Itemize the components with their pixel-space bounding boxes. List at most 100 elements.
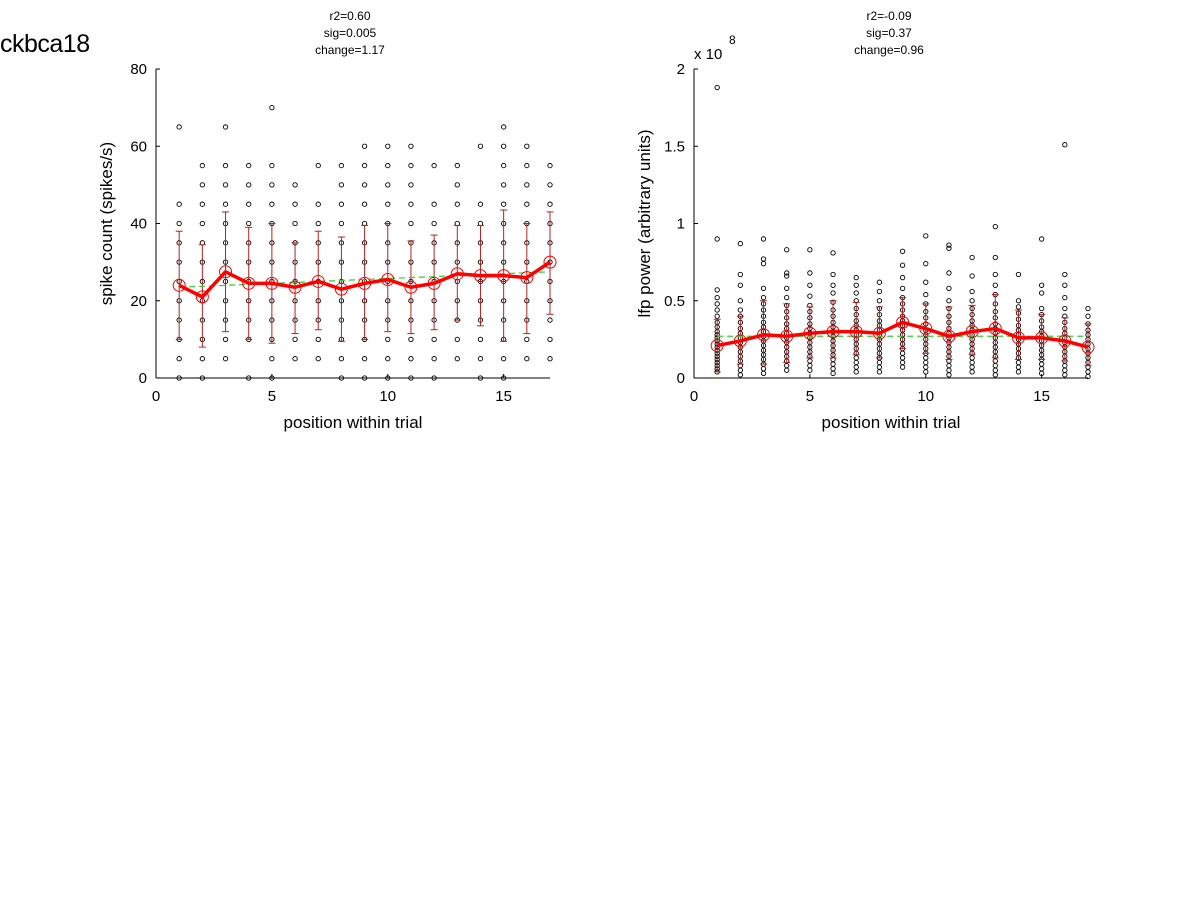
data-point [714, 295, 720, 301]
data-point [269, 201, 275, 207]
data-point [969, 359, 975, 366]
data-point [969, 254, 975, 261]
data-point [876, 288, 883, 295]
data-point [992, 372, 998, 378]
x-axis-label: position within trial [284, 413, 423, 432]
data-point [899, 359, 906, 366]
data-point [246, 201, 252, 207]
y-axis-label: lfp power (arbitrary units) [635, 129, 654, 317]
data-point [176, 124, 182, 130]
data-point [199, 182, 206, 188]
data-point [500, 201, 507, 207]
data-point [1062, 142, 1068, 148]
data-point [500, 375, 507, 381]
data-point [477, 201, 484, 207]
data-point [547, 336, 553, 343]
data-point [477, 336, 484, 343]
y-tick-label: 0 [677, 370, 685, 387]
x-axis-label: position within trial [822, 413, 961, 432]
data-point [830, 366, 836, 372]
x-tick-label: 5 [268, 388, 276, 405]
data-point [760, 256, 767, 262]
data-point [269, 356, 275, 362]
data-point [524, 336, 530, 343]
data-point [760, 366, 767, 372]
data-point [784, 367, 790, 373]
data-point [737, 240, 744, 247]
data-point [923, 359, 929, 366]
data-point [969, 273, 975, 279]
mean-marker [942, 329, 956, 343]
data-point [1062, 362, 1068, 369]
data-point [946, 245, 952, 251]
y-tick-label: 1 [677, 216, 685, 233]
mean-line [178, 260, 551, 299]
data-point [408, 375, 414, 381]
data-point [361, 182, 368, 188]
data-point [246, 375, 252, 381]
axis-exponent-label: x 10 [694, 46, 722, 63]
data-point [899, 285, 906, 292]
data-point [1015, 298, 1022, 304]
data-point [923, 364, 929, 370]
mean-marker [288, 280, 302, 294]
data-point [547, 201, 553, 207]
data-point [923, 369, 929, 375]
stats-header: r2=0.60 sig=0.005 change=1.17 [315, 9, 385, 57]
data-point [899, 248, 906, 254]
mean-marker [733, 334, 747, 348]
data-point [992, 282, 998, 288]
mean-marker [710, 339, 724, 353]
data-point [454, 356, 460, 362]
data-point [477, 356, 484, 362]
data-point [830, 271, 836, 278]
data-point [361, 162, 368, 169]
data-point [807, 270, 813, 276]
y-tick-label: 0.5 [664, 293, 685, 310]
mean-marker [1081, 340, 1095, 354]
data-point [946, 372, 952, 378]
data-point [1015, 364, 1022, 370]
x-tick-label: 0 [152, 388, 160, 405]
data-point [899, 274, 906, 281]
data-point [714, 236, 720, 242]
error-bars [175, 209, 554, 348]
data-point [338, 162, 345, 169]
data-point [807, 282, 813, 288]
data-point [408, 356, 414, 362]
data-point [807, 358, 813, 364]
data-point [199, 162, 206, 169]
data-point [269, 162, 275, 169]
data-point [292, 356, 298, 362]
mean-marker [265, 276, 279, 290]
data-point [784, 285, 790, 292]
data-point [946, 298, 952, 304]
y-tick-label: 80 [130, 61, 147, 78]
data-point [269, 182, 275, 188]
data-point [923, 291, 929, 298]
mean-marker [849, 325, 863, 339]
mean-marker [497, 269, 511, 283]
mean-marker [780, 329, 794, 343]
data-point [876, 364, 883, 370]
data-point [269, 375, 275, 381]
data-point [760, 236, 767, 242]
data-point [969, 364, 975, 370]
data-point [524, 143, 530, 149]
stats-line: sig=0.005 [324, 26, 377, 40]
data-point [1038, 305, 1045, 312]
data-point [547, 182, 553, 188]
mean-marker [1035, 331, 1049, 345]
data-point [969, 369, 975, 375]
data-point [737, 367, 744, 373]
data-point [246, 182, 252, 188]
data-point [1015, 304, 1022, 310]
data-point [737, 307, 744, 313]
data-point [524, 162, 530, 169]
x-tick-label: 15 [495, 388, 512, 405]
data-point [1038, 361, 1045, 367]
data-point [714, 313, 720, 319]
data-point [176, 201, 182, 207]
y-tick-label: 1.5 [664, 138, 685, 155]
